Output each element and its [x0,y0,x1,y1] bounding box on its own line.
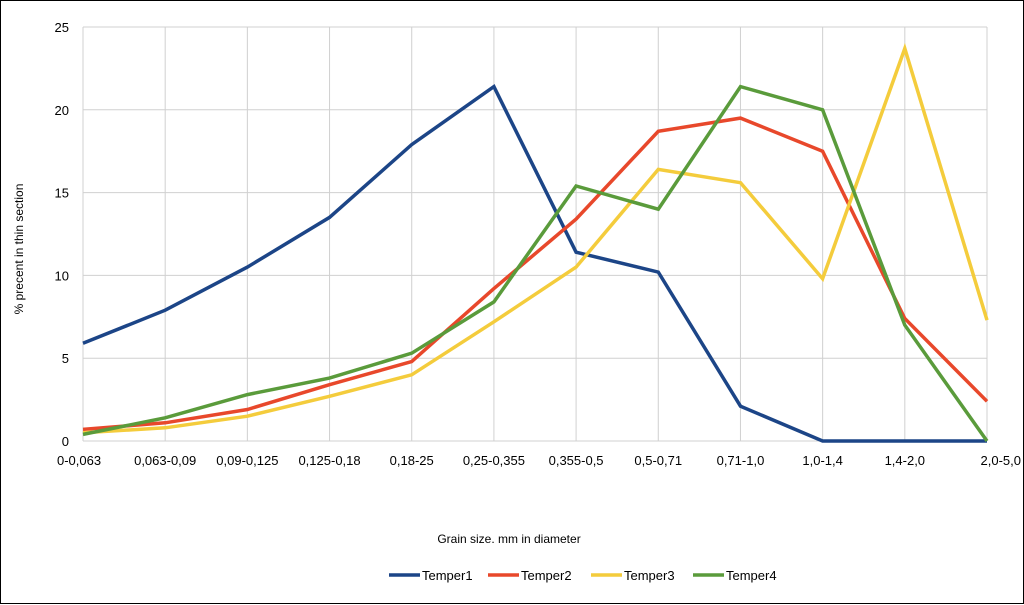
x-tick-label: 0,355-0,5 [549,453,604,468]
x-tick-label: 0,25-0,355 [463,453,525,468]
x-tick-label: 1,0-1,4 [802,453,842,468]
y-tick-label: 10 [55,268,69,283]
x-tick-label: 0,09-0,125 [216,453,278,468]
x-tick-label: 0-0,063 [57,453,101,468]
x-tick-label: 0,5-0,71 [634,453,682,468]
x-axis-ticks: 0-0,063 0,063-0,09 0,09-0,125 0,125-0,18 0,1… [57,453,1021,468]
gridlines [82,26,988,442]
series-lines [82,42,989,443]
series-line-temper4 [82,84,989,443]
y-tick-label: 5 [62,351,69,366]
legend-item-temper2: Temper2 [488,568,572,583]
y-tick-label: 0 [62,434,69,449]
legend-label: Temper3 [624,568,675,583]
series-line-temper2 [82,116,989,432]
y-axis-title: % precent in thin section [12,184,26,315]
legend-item-temper3: Temper3 [591,568,675,583]
legend-item-temper4: Temper4 [693,568,777,583]
legend-item-temper1: Temper1 [389,568,473,583]
series-line-temper1 [82,83,987,443]
legend-label: Temper2 [521,568,572,583]
x-tick-label: 2,0-5,0 [981,453,1021,468]
y-tick-label: 15 [55,186,69,201]
x-tick-label: 0,71-1,0 [717,453,765,468]
y-tick-label: 25 [55,20,69,35]
x-tick-label: 0,063-0,09 [134,453,196,468]
x-tick-label: 0,125-0,18 [298,453,360,468]
legend-label: Temper1 [422,568,473,583]
x-tick-label: 1,4-2,0 [885,453,925,468]
legend-label: Temper4 [726,568,777,583]
x-axis-title: Grain size. mm in diameter [437,532,580,546]
x-tick-label: 0,18-25 [390,453,434,468]
y-axis-ticks: 0 5 10 15 20 25 [55,20,69,449]
series-line-temper3 [82,42,989,435]
legend: Temper1 Temper2 Temper3 Temper4 [389,568,777,583]
y-tick-label: 20 [55,103,69,118]
